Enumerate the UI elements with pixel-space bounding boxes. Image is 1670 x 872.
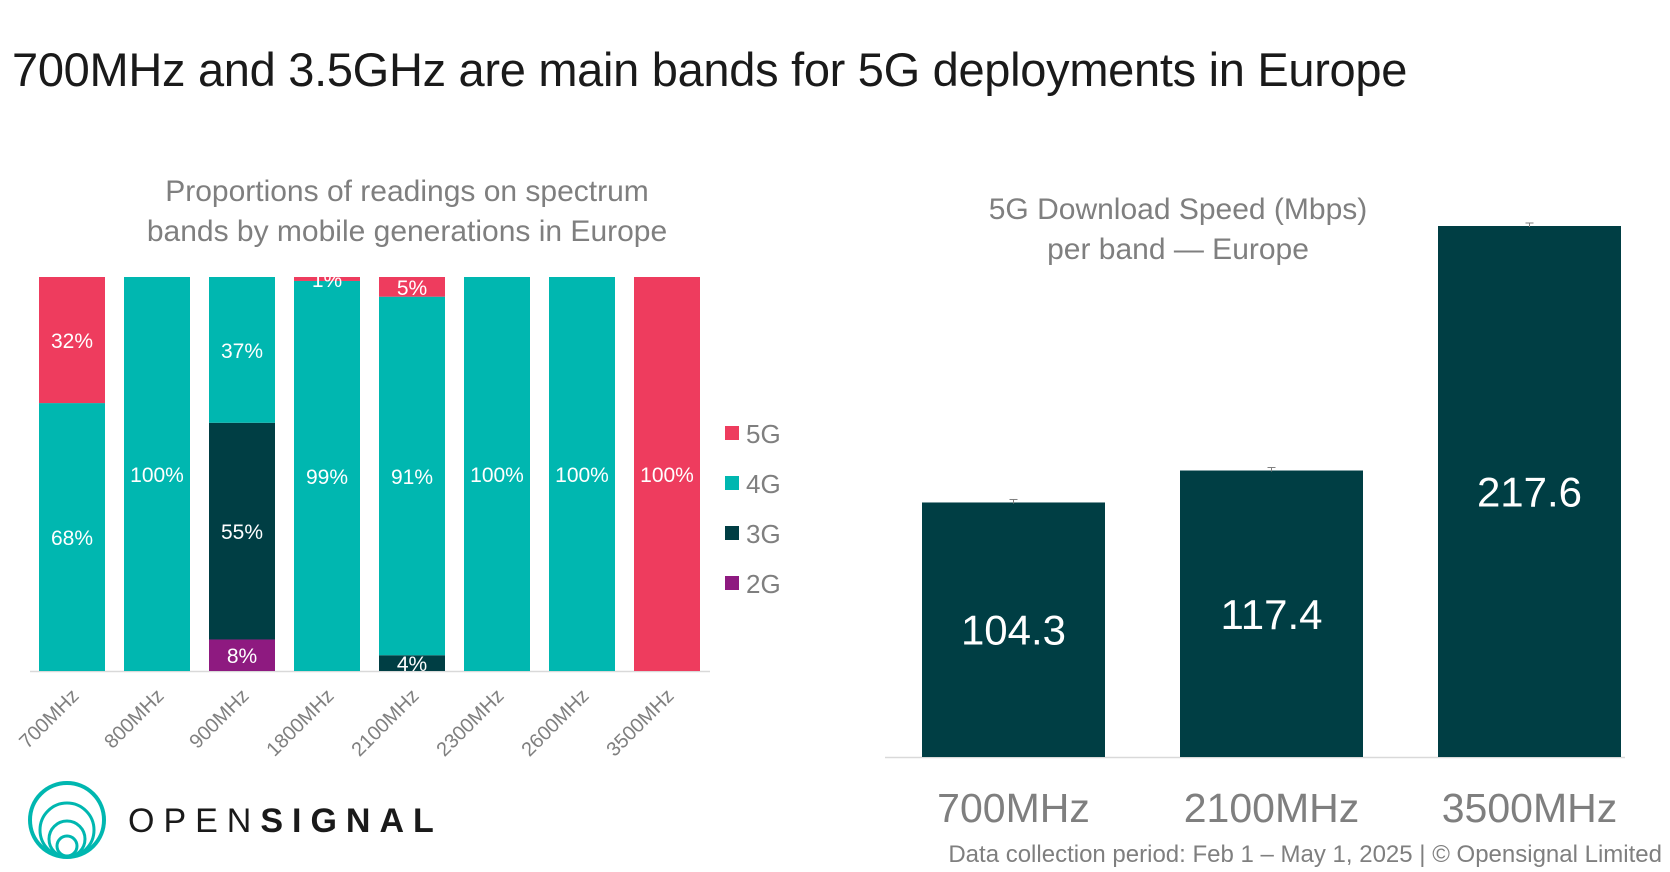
speed-value-label: 104.3	[961, 607, 1066, 654]
speed-value-label: 117.4	[1221, 591, 1323, 638]
legend-swatch	[725, 426, 739, 440]
segment-value-label: 99%	[306, 466, 348, 489]
stacked-bar-segment	[379, 655, 445, 671]
stacked-bar-segment	[294, 280, 360, 671]
legend-swatch	[725, 526, 739, 540]
opensignal-rings-icon	[28, 781, 106, 859]
stacked-bar-segment	[379, 277, 445, 297]
stacked-bar-segment	[379, 296, 445, 656]
x-tick-label: 2100MHz	[347, 685, 423, 761]
band-label: 3500MHz	[1442, 785, 1617, 831]
speed-bar	[922, 502, 1105, 757]
svg-text:OPENSIGNAL: OPENSIGNAL	[128, 802, 443, 840]
x-tick-label: 700MHz	[15, 685, 83, 753]
stacked-bar-segment	[209, 277, 275, 423]
speed-chart-title-line: 5G Download Speed (Mbps)	[989, 193, 1368, 226]
speed-chart-title-line: per band — Europe	[1047, 233, 1309, 266]
stacked-bar-chart: Proportions of readings on spectrum bands…	[15, 175, 780, 761]
stacked-bar-segment	[39, 277, 105, 404]
stacked-bar-segment	[39, 403, 105, 671]
band-label: 700MHz	[937, 785, 1090, 831]
segment-value-label: 68%	[51, 527, 93, 550]
x-tick-label: 2600MHz	[517, 685, 593, 761]
stacked-bar-segment	[209, 422, 275, 640]
logo-text-bold: SIGNAL	[260, 802, 442, 840]
main-title: 700MHz and 3.5GHz are main bands for 5G …	[12, 43, 1408, 96]
stacked-bar-segment	[464, 277, 530, 671]
segment-value-label: 37%	[221, 340, 263, 363]
segment-value-label: 8%	[227, 645, 257, 668]
legend-label: 3G	[746, 519, 781, 549]
segment-value-label: 100%	[130, 464, 184, 487]
x-tick-label: 900MHz	[185, 685, 253, 753]
speed-bar	[1438, 226, 1621, 757]
legend-swatch	[725, 576, 739, 590]
speed-bar	[1180, 470, 1363, 757]
stacked-bar-segment	[124, 277, 190, 671]
legend-swatch	[725, 476, 739, 490]
segment-value-label: 32%	[51, 330, 93, 353]
stacked-chart-title-line: bands by mobile generations in Europe	[147, 215, 667, 248]
legend-label: 4G	[746, 469, 781, 499]
x-tick-label: 3500MHz	[602, 685, 678, 761]
segment-value-label: 100%	[640, 464, 694, 487]
segment-value-label: 4%	[397, 653, 427, 676]
legend-label: 2G	[746, 569, 781, 599]
logo-text-light: OPEN	[128, 802, 260, 840]
stacked-chart-title-line: Proportions of readings on spectrum	[165, 175, 649, 208]
speed-value-label: 217.6	[1477, 469, 1582, 516]
segment-value-label: 91%	[391, 466, 433, 489]
stacked-bar-segment	[209, 639, 275, 671]
x-tick-label: 2300MHz	[432, 685, 508, 761]
x-tick-label: 800MHz	[100, 685, 168, 753]
stacked-bar-segment	[294, 277, 360, 281]
segment-value-label: 1%	[312, 269, 342, 292]
footer-note: Data collection period: Feb 1 – May 1, 2…	[948, 841, 1662, 868]
segment-value-label: 100%	[555, 464, 609, 487]
stacked-bar-segment	[634, 277, 700, 671]
segment-value-label: 5%	[397, 277, 427, 300]
speed-bar-chart: 5G Download Speed (Mbps) per band — Europ…	[885, 193, 1625, 831]
opensignal-logo: OPENSIGNAL	[28, 781, 443, 859]
band-label: 2100MHz	[1184, 785, 1359, 831]
segment-value-label: 55%	[221, 521, 263, 544]
segment-value-label: 100%	[470, 464, 524, 487]
legend-label: 5G	[746, 419, 781, 449]
stacked-bar-segment	[549, 277, 615, 671]
x-tick-label: 1800MHz	[262, 685, 338, 761]
